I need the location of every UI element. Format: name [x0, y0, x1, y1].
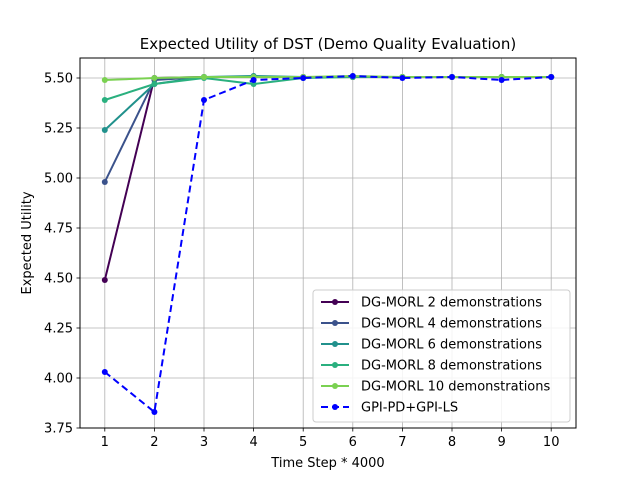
y-axis-label: Expected Utility: [20, 191, 35, 294]
y-tick-label: 3.75: [44, 422, 73, 437]
legend-marker: [332, 383, 338, 389]
data-point: [449, 74, 455, 80]
data-point: [151, 409, 158, 415]
data-point: [300, 75, 307, 81]
series-6: [101, 73, 555, 415]
y-tick-label: 4.75: [44, 222, 73, 237]
x-tick-label: 6: [349, 435, 357, 450]
x-tick-label: 7: [398, 435, 406, 450]
x-tick-label: 5: [299, 435, 307, 450]
x-tick-label: 9: [497, 435, 505, 450]
x-tick-label: 2: [150, 435, 158, 450]
data-point: [101, 179, 108, 185]
series-line: [104, 75, 552, 413]
x-tick-label: 3: [200, 435, 208, 450]
legend-marker: [332, 362, 338, 368]
x-axis-label: Time Step * 4000: [270, 456, 384, 471]
legend-item: DG-MORL 10 demonstrations: [321, 380, 550, 395]
data-point: [151, 81, 158, 87]
data-point: [151, 75, 158, 81]
legend-item: DG-MORL 2 demonstrations: [321, 296, 542, 311]
y-tick-label: 5.50: [44, 72, 73, 87]
legend-label: DG-MORL 4 demonstrations: [361, 317, 542, 332]
data-point: [101, 97, 108, 103]
y-tick-label: 5.00: [44, 172, 73, 187]
legend-item: GPI-PD+GPI-LS: [321, 401, 458, 416]
y-tick-label: 4.50: [44, 272, 73, 287]
legend-label: DG-MORL 2 demonstrations: [361, 296, 542, 311]
axis-ticks: 1 2 3 4 5 6 7 8 9 10 3.75 4.00 4.25 4.50 4.75 5.00 5.25 5…: [44, 72, 559, 451]
x-tick-label: 8: [448, 435, 456, 450]
data-point: [399, 75, 406, 81]
legend-label: DG-MORL 8 demonstrations: [361, 359, 542, 374]
data-point: [101, 369, 108, 375]
legend-label: DG-MORL 10 demonstrations: [361, 380, 550, 395]
legend-box: [312, 289, 571, 423]
chart-title: Expected Utility of DST (Demo Quality Ev…: [140, 35, 516, 53]
y-tick-label: 5.25: [44, 122, 73, 137]
x-tick-label: 4: [249, 435, 257, 450]
data-point: [101, 127, 108, 133]
legend-marker: [332, 299, 338, 305]
data-point: [349, 73, 356, 79]
x-tick-label: 10: [543, 435, 560, 450]
y-tick-label: 4.00: [44, 372, 73, 387]
plot-frame: [79, 57, 577, 429]
data-point: [201, 97, 207, 103]
data-point: [548, 74, 555, 80]
legend-marker: [332, 404, 338, 410]
legend-label: DG-MORL 6 demonstrations: [361, 338, 542, 353]
y-tick-label: 4.25: [44, 322, 73, 337]
x-tick-label: 1: [101, 435, 109, 450]
data-point: [101, 77, 108, 83]
series-group: [101, 73, 555, 415]
data-point: [250, 77, 257, 83]
legend-item: DG-MORL 4 demonstrations: [321, 317, 542, 332]
legend-marker: [332, 341, 338, 347]
data-point: [498, 77, 505, 83]
legend-item: DG-MORL 8 demonstrations: [321, 359, 542, 374]
legend-label: GPI-PD+GPI-LS: [361, 401, 458, 416]
data-point: [201, 74, 207, 80]
legend-marker: [332, 320, 338, 326]
legend: DG-MORL 2 demonstrations DG-MORL 4 demons…: [312, 289, 571, 423]
data-point: [101, 277, 108, 283]
legend-item: DG-MORL 6 demonstrations: [321, 338, 542, 353]
